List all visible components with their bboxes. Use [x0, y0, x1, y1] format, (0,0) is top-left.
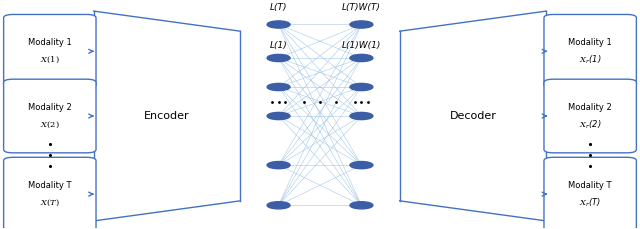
- Text: L(T)W(T): L(T)W(T): [342, 3, 381, 12]
- Ellipse shape: [350, 161, 373, 169]
- FancyBboxPatch shape: [544, 14, 636, 88]
- Text: L(1)W(1): L(1)W(1): [342, 41, 381, 50]
- Text: Modality T: Modality T: [568, 181, 612, 190]
- Text: Modality 2: Modality 2: [28, 103, 72, 112]
- Ellipse shape: [267, 161, 290, 169]
- Text: Modality 1: Modality 1: [568, 38, 612, 47]
- Ellipse shape: [350, 112, 373, 120]
- Text: Encoder: Encoder: [144, 111, 190, 121]
- Ellipse shape: [267, 83, 290, 91]
- Text: $X_r$(2): $X_r$(2): [579, 119, 602, 131]
- Ellipse shape: [350, 54, 373, 62]
- Text: $X(T)$: $X(T)$: [40, 198, 60, 208]
- Text: $X(1)$: $X(1)$: [40, 55, 60, 65]
- Text: Modality T: Modality T: [28, 181, 72, 190]
- Ellipse shape: [267, 54, 290, 62]
- Text: $X_r$(1): $X_r$(1): [579, 54, 602, 66]
- FancyBboxPatch shape: [4, 79, 96, 153]
- Ellipse shape: [267, 112, 290, 120]
- Ellipse shape: [350, 83, 373, 91]
- Text: Modality 2: Modality 2: [568, 103, 612, 112]
- Text: $X_r$(T): $X_r$(T): [579, 197, 602, 209]
- FancyBboxPatch shape: [544, 157, 636, 229]
- FancyBboxPatch shape: [4, 157, 96, 229]
- Ellipse shape: [267, 202, 290, 209]
- FancyBboxPatch shape: [4, 14, 96, 88]
- Ellipse shape: [350, 21, 373, 28]
- Text: $X(2)$: $X(2)$: [40, 120, 60, 130]
- Ellipse shape: [267, 21, 290, 28]
- FancyBboxPatch shape: [544, 79, 636, 153]
- Text: Modality 1: Modality 1: [28, 38, 72, 47]
- Text: Decoder: Decoder: [449, 111, 497, 121]
- Ellipse shape: [350, 202, 373, 209]
- Text: L(T): L(T): [270, 3, 287, 12]
- Text: L(1): L(1): [269, 41, 287, 50]
